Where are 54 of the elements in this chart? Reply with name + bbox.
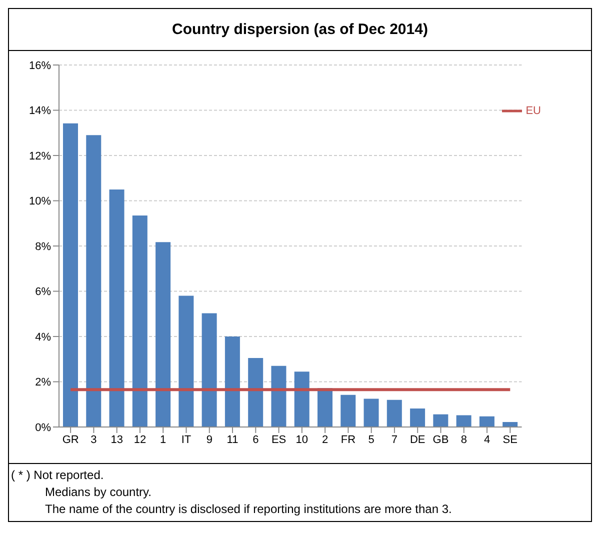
y-tick-label: 8%: [35, 240, 52, 253]
x-tick-label: 12: [134, 434, 146, 446]
y-tick-label: 16%: [28, 60, 52, 72]
bar: [340, 394, 356, 427]
x-tick-label: DE: [410, 434, 426, 446]
text: ( * ) Not reported.: [11, 467, 105, 484]
bar: [63, 123, 78, 427]
x-tick-label: IT: [181, 434, 192, 446]
bar: [202, 313, 217, 427]
y-tick-label: 4%: [35, 331, 52, 344]
x-tick-label: 10: [296, 434, 308, 446]
bar: [271, 366, 286, 427]
bar: [502, 422, 518, 427]
bar: [156, 242, 171, 427]
x-tick-label: 5: [368, 434, 374, 446]
x-tick-label: 8: [460, 434, 467, 446]
x-tick-label: 13: [110, 434, 123, 446]
chart-title: Country dispersion (as of Dec 2014): [9, 9, 591, 51]
x-tick-label: 4: [484, 434, 490, 446]
x-tick-label: 3: [90, 434, 97, 446]
y-tick-label: 10%: [28, 196, 52, 208]
y-tick-label: 12%: [28, 150, 52, 162]
bar: [364, 398, 379, 427]
x-tick-label: 11: [226, 434, 238, 446]
bar: [224, 336, 240, 427]
bar: [248, 358, 264, 427]
text: The name of the country is disclosed if reporting institutions are more than 3.: [44, 501, 453, 518]
bar: [178, 296, 194, 427]
bar: [109, 189, 124, 427]
y-tick-label: 6%: [35, 286, 52, 298]
x-tick-label: 1: [160, 434, 166, 446]
bar: [433, 414, 448, 427]
x-tick-label: 9: [206, 434, 212, 446]
bar: [132, 215, 148, 427]
x-tick-label: GB: [432, 434, 449, 446]
x-tick-label: 2: [322, 434, 328, 446]
bar: [317, 388, 332, 427]
x-tick-label: 6: [252, 434, 259, 446]
bar: [479, 416, 494, 427]
legend-label: EU: [526, 104, 541, 117]
y-tick-label: 2%: [35, 376, 52, 389]
y-tick-label: 14%: [28, 105, 52, 118]
x-tick-label: 7: [391, 434, 398, 446]
x-tick-label: GR: [62, 434, 79, 446]
bar: [410, 408, 426, 427]
bar: [386, 400, 402, 427]
bar: [294, 372, 310, 427]
x-tick-label: FR: [340, 434, 356, 446]
y-tick-label: 0%: [35, 422, 52, 434]
x-tick-label: ES: [271, 434, 286, 446]
bar: [86, 135, 102, 427]
text: Medians by country.: [44, 484, 152, 501]
bar: [456, 415, 472, 427]
x-tick-label: SE: [502, 434, 518, 446]
